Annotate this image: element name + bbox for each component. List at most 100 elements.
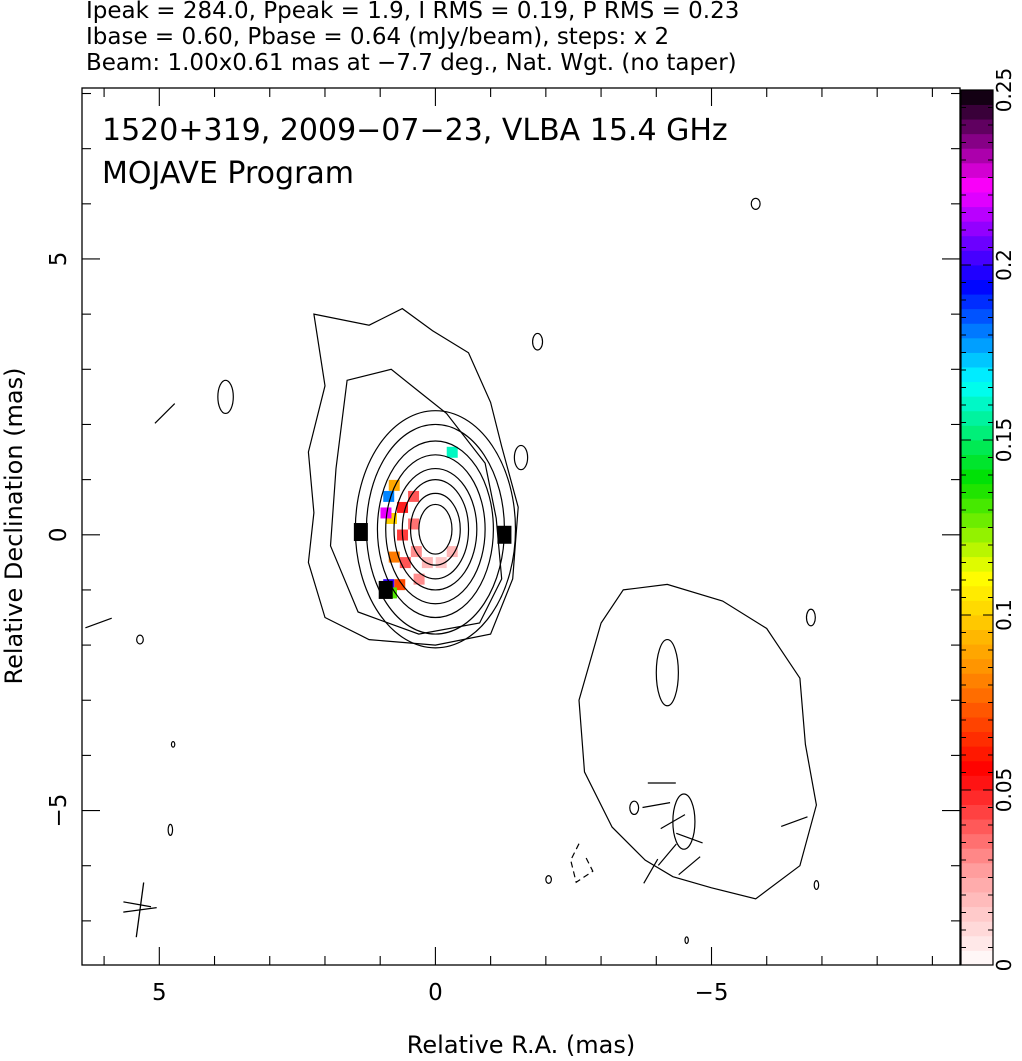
- colorbar-tick-label: 0.05: [992, 768, 1016, 813]
- colorbar-step: [961, 104, 993, 120]
- axis-ticks: 5 0 −5 5 0 −5: [46, 88, 960, 1006]
- header-line-2: Ibase = 0.60, Pbase = 0.64 (mJy/beam), s…: [86, 24, 670, 50]
- blob-contour: [684, 936, 689, 945]
- evpa-vector: [657, 843, 677, 866]
- colorbar-step: [961, 848, 993, 864]
- colorbar-step: [961, 921, 993, 937]
- core-contour: [385, 454, 486, 605]
- colorbar-step: [961, 600, 993, 616]
- colorbar-step: [961, 148, 993, 164]
- polarization-pixel: [446, 546, 458, 558]
- blob-contour: [513, 444, 529, 471]
- y-tick-label: −5: [46, 794, 72, 828]
- blob-contour: [750, 197, 761, 210]
- core-contour: [376, 440, 494, 619]
- evpa-vector: [85, 617, 112, 629]
- colorbar-step: [961, 221, 993, 237]
- evpa-vector-layer: [85, 403, 808, 908]
- plot-frame: [81, 87, 961, 966]
- colorbar-step: [961, 279, 993, 295]
- colorbar-step: [961, 483, 993, 499]
- colorbar-step: [961, 396, 993, 412]
- colorbar-step: [961, 308, 993, 324]
- evpa-vector: [660, 814, 686, 830]
- colorbar-step: [961, 250, 993, 266]
- polarization-pixel: [399, 557, 411, 569]
- blob-contour: [545, 875, 552, 884]
- colorbar-step: [961, 542, 993, 558]
- blob-contour: [136, 634, 144, 645]
- beam-minor-axis: [123, 906, 157, 913]
- colorbar-step: [961, 206, 993, 222]
- blob-contour: [655, 638, 679, 707]
- core-contour: [418, 503, 453, 555]
- jet-contour: [578, 583, 818, 900]
- colorbar-step: [961, 556, 993, 572]
- colorbar-step: [961, 498, 993, 514]
- colorbar-step: [961, 337, 993, 353]
- x-axis-label: Relative R.A. (mas): [407, 1031, 635, 1059]
- core-contour: [393, 467, 478, 591]
- beam-marker: [123, 882, 157, 938]
- polarization-pixel: [394, 579, 406, 591]
- colorbar-step: [961, 673, 993, 689]
- colorbar-step: [961, 571, 993, 587]
- colorbar-step: [961, 294, 993, 310]
- x-tick-label: 5: [152, 980, 167, 1006]
- colorbar-step: [961, 381, 993, 397]
- evpa-vector: [678, 856, 701, 876]
- colorbar-step: [961, 440, 993, 455]
- colorbar-step: [961, 585, 993, 601]
- core-contour: [365, 423, 506, 635]
- polarization-peak-mark: [378, 580, 393, 599]
- polarization-pixel: [380, 507, 392, 519]
- evpa-vector: [780, 816, 808, 827]
- x-tick-label: −5: [695, 980, 729, 1006]
- evpa-vector: [676, 832, 703, 844]
- colorbar-step: [961, 615, 993, 630]
- polarization-pixel: [446, 446, 458, 458]
- colorbar-step: [961, 629, 993, 645]
- colorbar-step: [961, 950, 993, 966]
- blob-contour: [170, 741, 176, 748]
- polarization-pixel: [383, 490, 395, 502]
- colorbar-tick-label: 0.1: [992, 599, 1016, 631]
- evpa-vector: [154, 403, 176, 424]
- colorbar-step: [961, 658, 993, 674]
- colorbar-tick-label: 0.2: [992, 249, 1016, 281]
- colorbar-step: [961, 833, 993, 849]
- core-inner-contour: [329, 368, 503, 635]
- header-line-3: Beam: 1.00x0.61 mas at −7.7 deg., Nat. W…: [86, 50, 737, 76]
- colorbar: 0 0.05 0.1 0.15 0.2 0.25: [960, 68, 1016, 971]
- colorbar-step: [961, 935, 993, 951]
- header-line-1: Ipeak = 284.0, Ppeak = 1.9, I RMS = 0.19…: [86, 0, 740, 24]
- polarization-pixel: [408, 490, 420, 502]
- colorbar-step: [961, 177, 993, 193]
- colorbar-step: [961, 410, 993, 426]
- polarization-pixel: [388, 479, 400, 491]
- colorbar-step: [961, 367, 993, 383]
- polarization-pixel: [408, 518, 420, 530]
- core-contour: [354, 410, 517, 649]
- x-tick-label: 0: [428, 980, 443, 1006]
- colorbar-step: [961, 892, 993, 908]
- y-axis-label: Relative Declination (mas): [0, 367, 28, 684]
- core-outer-contour: [307, 307, 519, 646]
- colorbar-step: [961, 717, 993, 733]
- colorbar-step: [961, 804, 993, 820]
- blob-contour: [217, 379, 234, 415]
- plot-subtitle: MOJAVE Program: [102, 156, 354, 191]
- evpa-vector: [643, 858, 659, 884]
- colorbar-step: [961, 162, 993, 178]
- blob-contour: [813, 880, 820, 891]
- colorbar-tick-label: 0.25: [992, 68, 1016, 113]
- y-tick-label: 0: [46, 527, 72, 542]
- colorbar-step: [961, 644, 993, 660]
- colorbar-step: [961, 469, 993, 485]
- colorbar-step: [961, 133, 993, 149]
- core-contour: [409, 492, 461, 566]
- polarization-pixel: [421, 557, 433, 569]
- evpa-vector: [123, 901, 152, 908]
- colorbar-step: [961, 731, 993, 747]
- colorbar-step: [961, 746, 993, 762]
